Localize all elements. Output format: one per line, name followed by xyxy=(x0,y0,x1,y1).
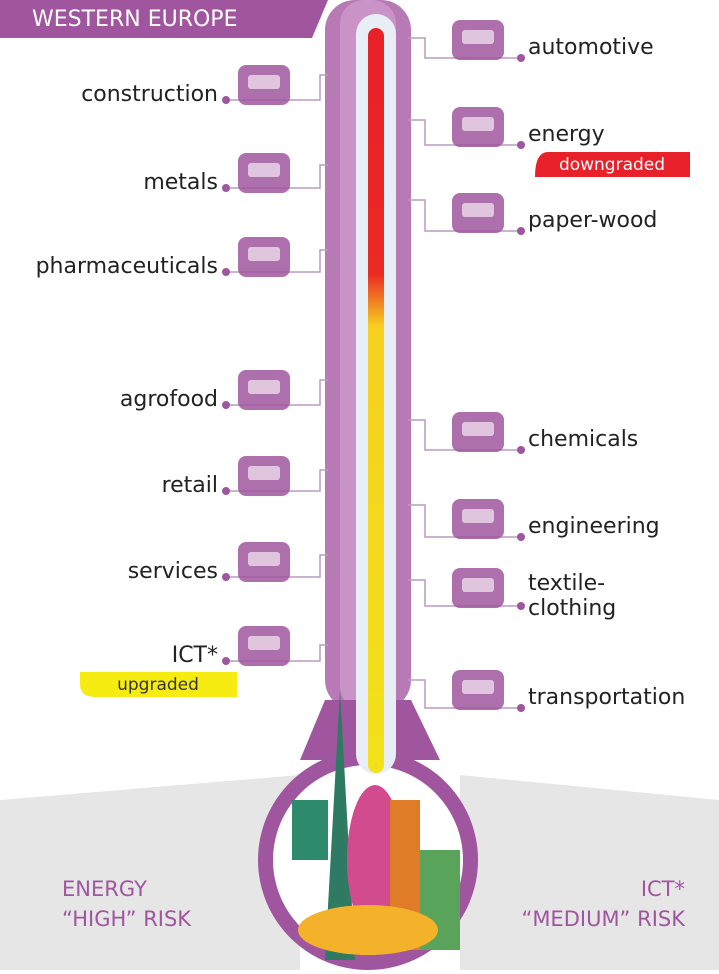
sector-label: pharmaceuticals xyxy=(36,254,218,279)
sector-label: automotive xyxy=(528,35,654,60)
connector-dot xyxy=(222,573,230,581)
connector-dot xyxy=(517,54,525,62)
sector-icon-detail xyxy=(462,422,494,436)
page: WESTERN EUROPE ENERGY “HIGH” RISK ICT* “… xyxy=(0,0,719,970)
connector-dot xyxy=(222,268,230,276)
sector-label: agrofood xyxy=(120,387,218,412)
footer-left-line2: “HIGH” RISK xyxy=(62,907,192,931)
footer-right-line2: “MEDIUM” RISK xyxy=(521,907,686,931)
sector-icon-detail xyxy=(248,466,280,480)
badge-label: downgraded xyxy=(559,155,665,175)
connector-dot xyxy=(517,446,525,454)
connector-dot xyxy=(517,227,525,235)
sector-icon-detail xyxy=(248,636,280,650)
sector-icon-detail xyxy=(462,680,494,694)
sector-label: engineering xyxy=(528,514,660,539)
sector-label: ICT* xyxy=(172,643,218,668)
footer-panel-right xyxy=(460,775,719,970)
connector-dot xyxy=(222,96,230,104)
sector-icon-detail xyxy=(462,509,494,523)
sector-icon-detail xyxy=(462,203,494,217)
connector-dot xyxy=(517,533,525,541)
connector-dot xyxy=(222,487,230,495)
sector-icon-detail xyxy=(462,30,494,44)
sector-icon-detail xyxy=(248,380,280,394)
sector-icon-detail xyxy=(248,163,280,177)
sector-icon-detail xyxy=(248,247,280,261)
sector-icon-detail xyxy=(462,117,494,131)
header-title: WESTERN EUROPE xyxy=(32,7,237,32)
sector-label: transportation xyxy=(528,685,685,710)
sector-label: construction xyxy=(81,82,218,107)
sector-label: paper-wood xyxy=(528,208,657,233)
connector-dot xyxy=(222,184,230,192)
sector-label: metals xyxy=(143,170,218,195)
connector-dot xyxy=(222,401,230,409)
sector-icon-detail xyxy=(248,75,280,89)
footer-left-line1: ENERGY xyxy=(62,877,147,901)
sector-icon-detail xyxy=(248,552,280,566)
sector-label: energy xyxy=(528,122,605,147)
badge-label: upgraded xyxy=(117,675,199,695)
connector-dot xyxy=(222,657,230,665)
sector-label: chemicals xyxy=(528,427,638,452)
infographic: WESTERN EUROPE ENERGY “HIGH” RISK ICT* “… xyxy=(0,0,719,970)
connector-dot xyxy=(517,141,525,149)
footer-panel-left xyxy=(0,775,300,970)
sector-icon-detail xyxy=(462,578,494,592)
sector-label: services xyxy=(128,559,218,584)
connector-dot xyxy=(517,602,525,610)
sector-label: retail xyxy=(162,473,218,498)
sector-label: textile-clothing xyxy=(528,571,616,621)
connector-dot xyxy=(517,704,525,712)
footer-right-line1: ICT* xyxy=(641,877,685,901)
